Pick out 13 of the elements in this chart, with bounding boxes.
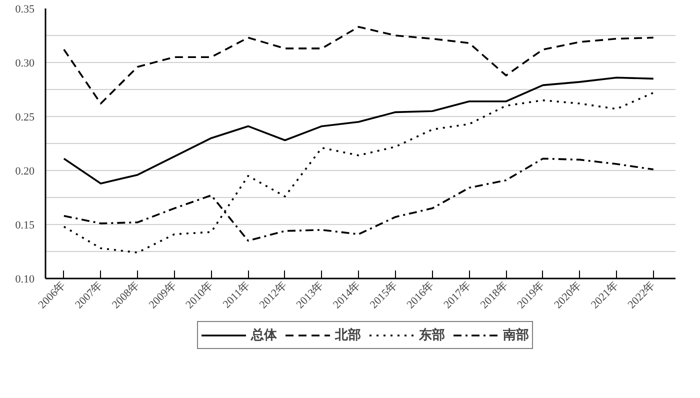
y-tick-label: 0.10 <box>15 274 35 286</box>
y-tick-label: 0.30 <box>15 58 35 70</box>
y-tick-label: 0.25 <box>15 112 35 124</box>
line-series <box>63 92 654 254</box>
y-tick-label: 0.15 <box>15 220 35 232</box>
legend-label: 总体 <box>251 326 277 344</box>
line-series <box>63 26 654 104</box>
y-tick-label: 0.20 <box>15 166 35 178</box>
legend-label: 北部 <box>335 326 361 344</box>
legend-label: 南部 <box>503 326 529 344</box>
line-series <box>63 76 654 184</box>
legend-label: 东部 <box>419 326 445 344</box>
y-tick-label: 0.35 <box>15 4 35 16</box>
